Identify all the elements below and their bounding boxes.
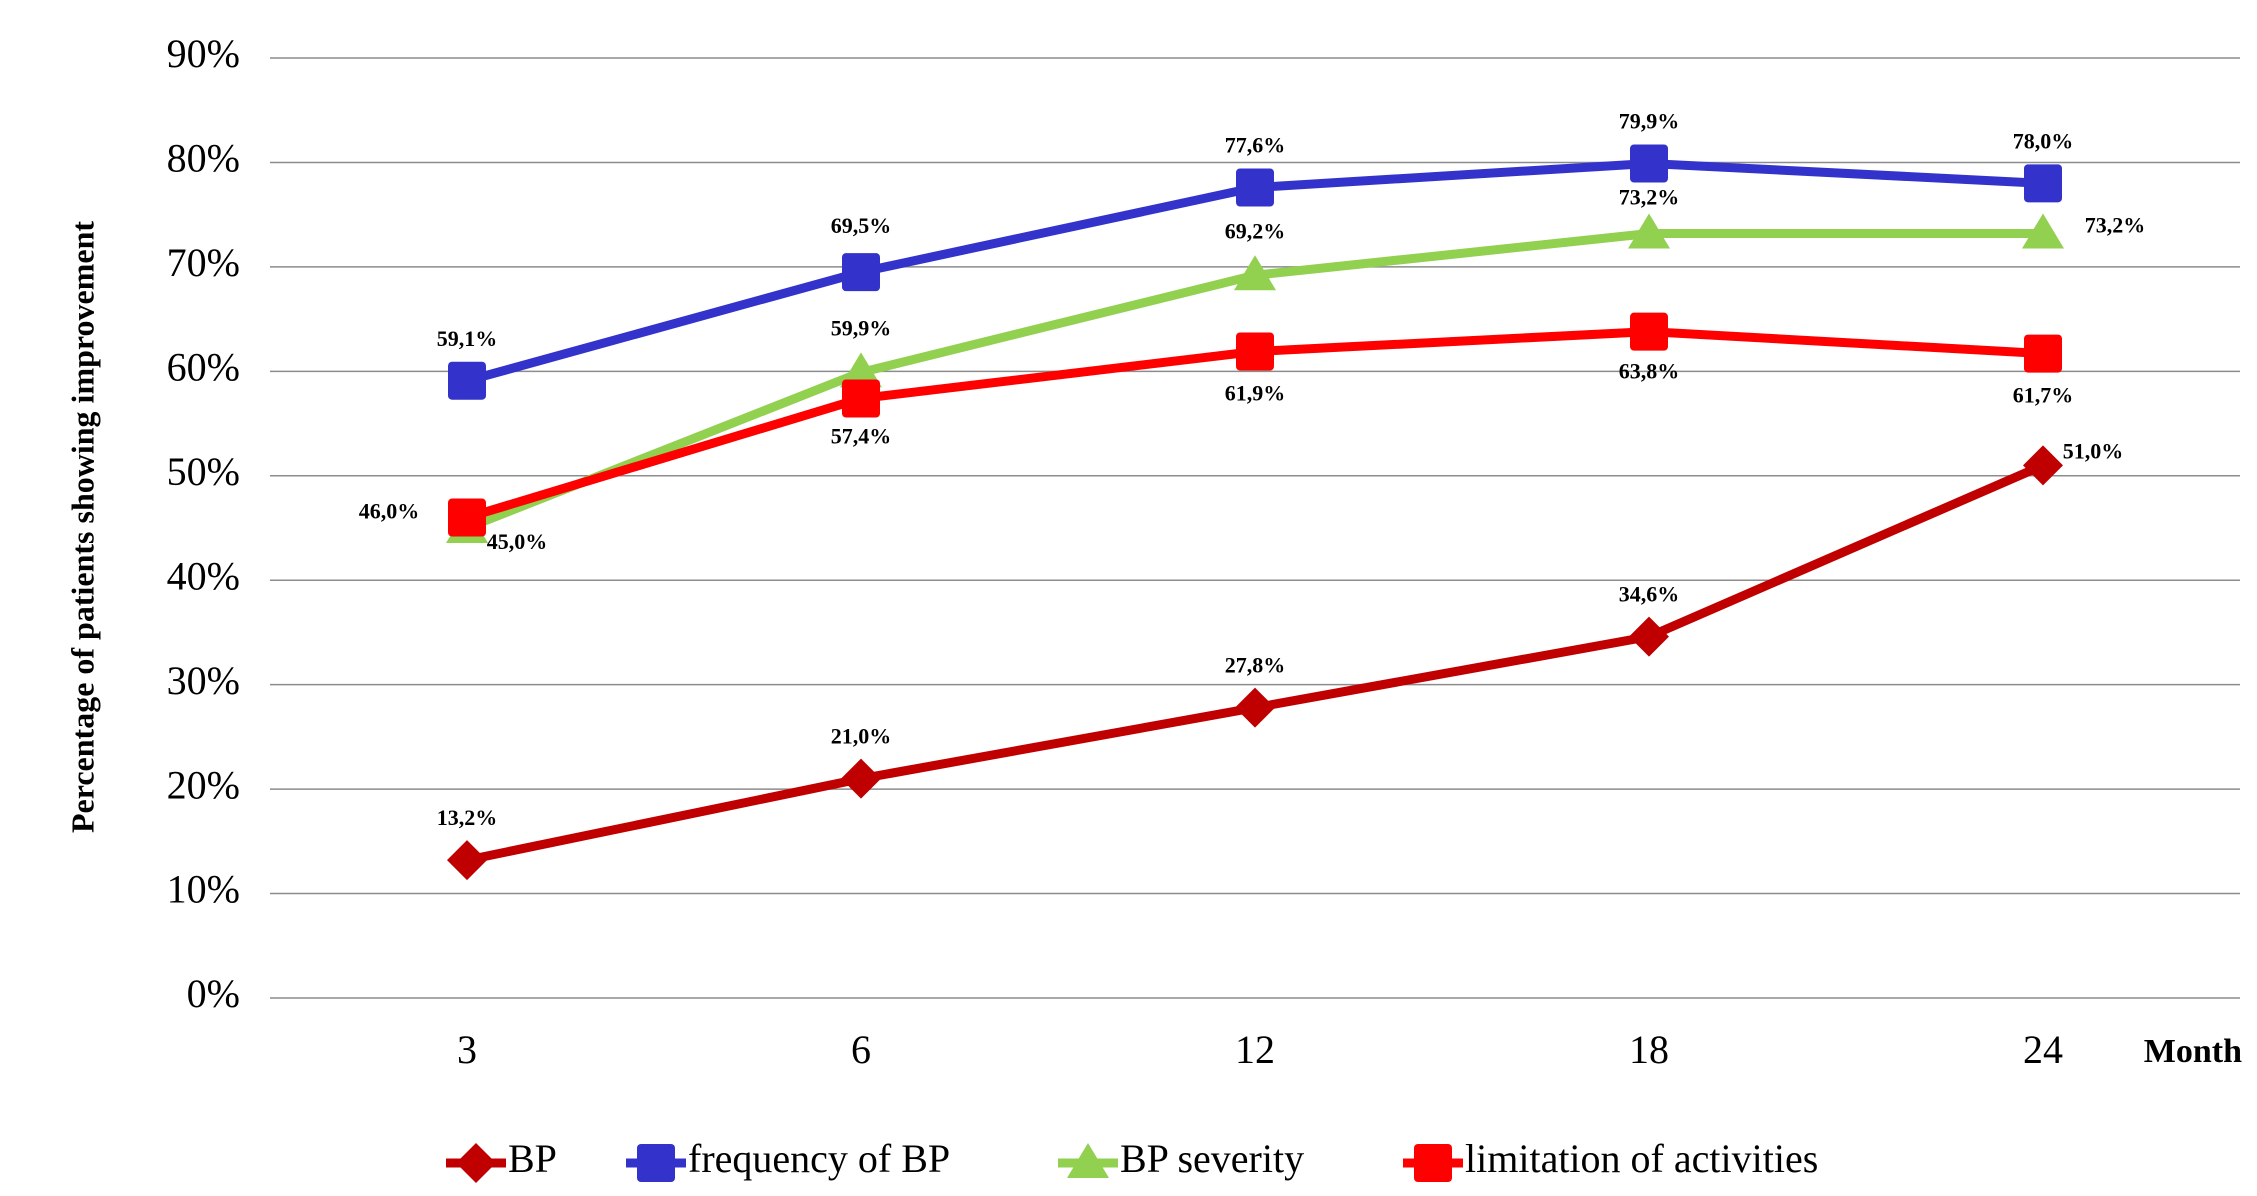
data-label: 61,7% bbox=[2013, 383, 2074, 408]
data-label: 63,8% bbox=[1619, 359, 1680, 384]
y-tick-label: 20% bbox=[167, 762, 240, 807]
x-axis-title: Month bbox=[2144, 1033, 2242, 1070]
data-point bbox=[448, 361, 486, 400]
data-point bbox=[1630, 144, 1668, 183]
data-label: 59,1% bbox=[437, 326, 498, 351]
y-tick-label: 40% bbox=[167, 553, 240, 598]
y-tick-label: 0% bbox=[187, 971, 240, 1016]
y-tick-label: 50% bbox=[167, 449, 240, 494]
data-point bbox=[1236, 168, 1274, 207]
legend-label: frequency of BP bbox=[688, 1136, 950, 1181]
data-point bbox=[1629, 616, 1669, 657]
legend-marker bbox=[456, 1143, 496, 1183]
x-tick-label: 3 bbox=[457, 1027, 477, 1072]
legend-label: limitation of activities bbox=[1465, 1136, 1818, 1181]
legend-label: BP bbox=[508, 1136, 557, 1181]
data-point bbox=[840, 352, 882, 388]
data-label: 45,0% bbox=[487, 529, 548, 554]
legend-marker bbox=[637, 1144, 675, 1182]
x-tick-label: 12 bbox=[1235, 1027, 1275, 1072]
data-label: 79,9% bbox=[1619, 109, 1680, 134]
data-label: 61,9% bbox=[1225, 381, 1286, 406]
data-point bbox=[2022, 213, 2064, 249]
data-point bbox=[841, 758, 881, 799]
data-point bbox=[842, 379, 880, 418]
y-tick-label: 80% bbox=[167, 136, 240, 181]
data-label: 57,4% bbox=[831, 424, 892, 449]
x-tick-label: 18 bbox=[1629, 1027, 1669, 1072]
x-tick-label: 24 bbox=[2023, 1027, 2063, 1072]
data-label: 21,0% bbox=[831, 724, 892, 749]
y-tick-label: 70% bbox=[167, 240, 240, 285]
data-point bbox=[2024, 334, 2062, 373]
data-point bbox=[2023, 445, 2063, 486]
data-label: 78,0% bbox=[2013, 128, 2074, 153]
data-label: 73,2% bbox=[2085, 213, 2146, 238]
data-label: 27,8% bbox=[1225, 653, 1286, 678]
y-tick-label: 90% bbox=[167, 31, 240, 76]
data-point bbox=[448, 498, 486, 537]
y-tick-label: 60% bbox=[167, 345, 240, 390]
data-point bbox=[842, 253, 880, 292]
legend-marker bbox=[1067, 1143, 1109, 1178]
data-label: 77,6% bbox=[1225, 133, 1286, 158]
legend-marker bbox=[1414, 1144, 1452, 1182]
data-point bbox=[1234, 255, 1276, 291]
data-label: 73,2% bbox=[1619, 185, 1680, 210]
data-label: 59,9% bbox=[831, 315, 892, 340]
data-point bbox=[447, 840, 487, 881]
data-point bbox=[1628, 213, 1670, 249]
data-label: 69,2% bbox=[1225, 218, 1286, 243]
data-point bbox=[1630, 312, 1668, 351]
data-point bbox=[1236, 332, 1274, 371]
data-label: 46,0% bbox=[359, 499, 420, 524]
data-label: 51,0% bbox=[2063, 438, 2124, 463]
legend-label: BP severity bbox=[1120, 1136, 1304, 1181]
data-label: 13,2% bbox=[437, 805, 498, 830]
data-point bbox=[2024, 164, 2062, 203]
data-label: 69,5% bbox=[831, 213, 892, 238]
data-label: 34,6% bbox=[1619, 582, 1680, 607]
y-tick-label: 10% bbox=[167, 867, 240, 912]
x-tick-label: 6 bbox=[851, 1027, 871, 1072]
data-point bbox=[1235, 687, 1275, 728]
y-tick-label: 30% bbox=[167, 658, 240, 703]
y-axis-title: Percentage of patients showing improveme… bbox=[64, 221, 100, 833]
